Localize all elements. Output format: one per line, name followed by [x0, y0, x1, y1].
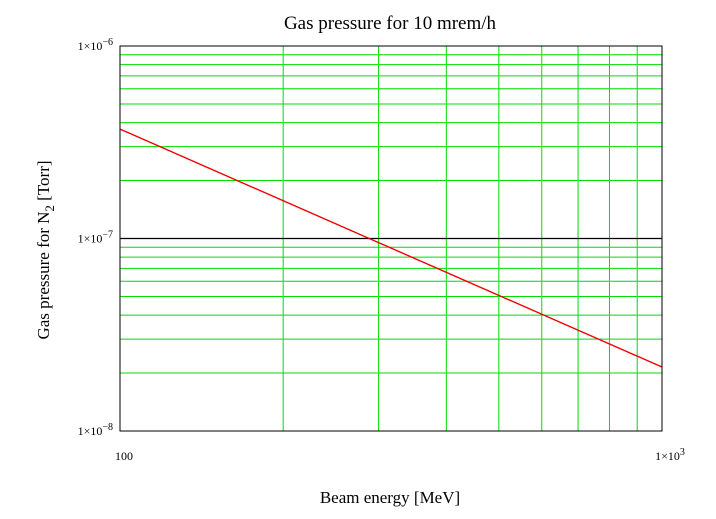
y-axis-label: Gas pressure for N2 [Torr] — [34, 160, 57, 339]
x-axis-label: Beam energy [MeV] — [320, 488, 460, 507]
y-axis-label-tail: [Torr] — [34, 160, 53, 205]
grid — [120, 46, 662, 431]
y-axis-label-subscript: 2 — [42, 205, 57, 212]
x-tick-label: 1×103 — [655, 447, 685, 463]
y-tick-label: 1×10−8 — [78, 422, 113, 438]
series-line — [119, 128, 663, 368]
x-tick-labels: 100 1×103 — [115, 447, 685, 463]
series — [119, 128, 663, 368]
plot-frame — [119, 45, 663, 432]
chart-title: Gas pressure for 10 mrem/h — [284, 13, 497, 34]
y-tick-labels: 1×10−6 1×10−7 1×10−8 — [78, 37, 113, 438]
y-axis-label-main: Gas pressure for N — [34, 212, 53, 340]
y-tick-label: 1×10−7 — [78, 230, 113, 246]
x-tick-label: 100 — [115, 449, 133, 463]
y-tick-label: 1×10−6 — [78, 37, 113, 53]
